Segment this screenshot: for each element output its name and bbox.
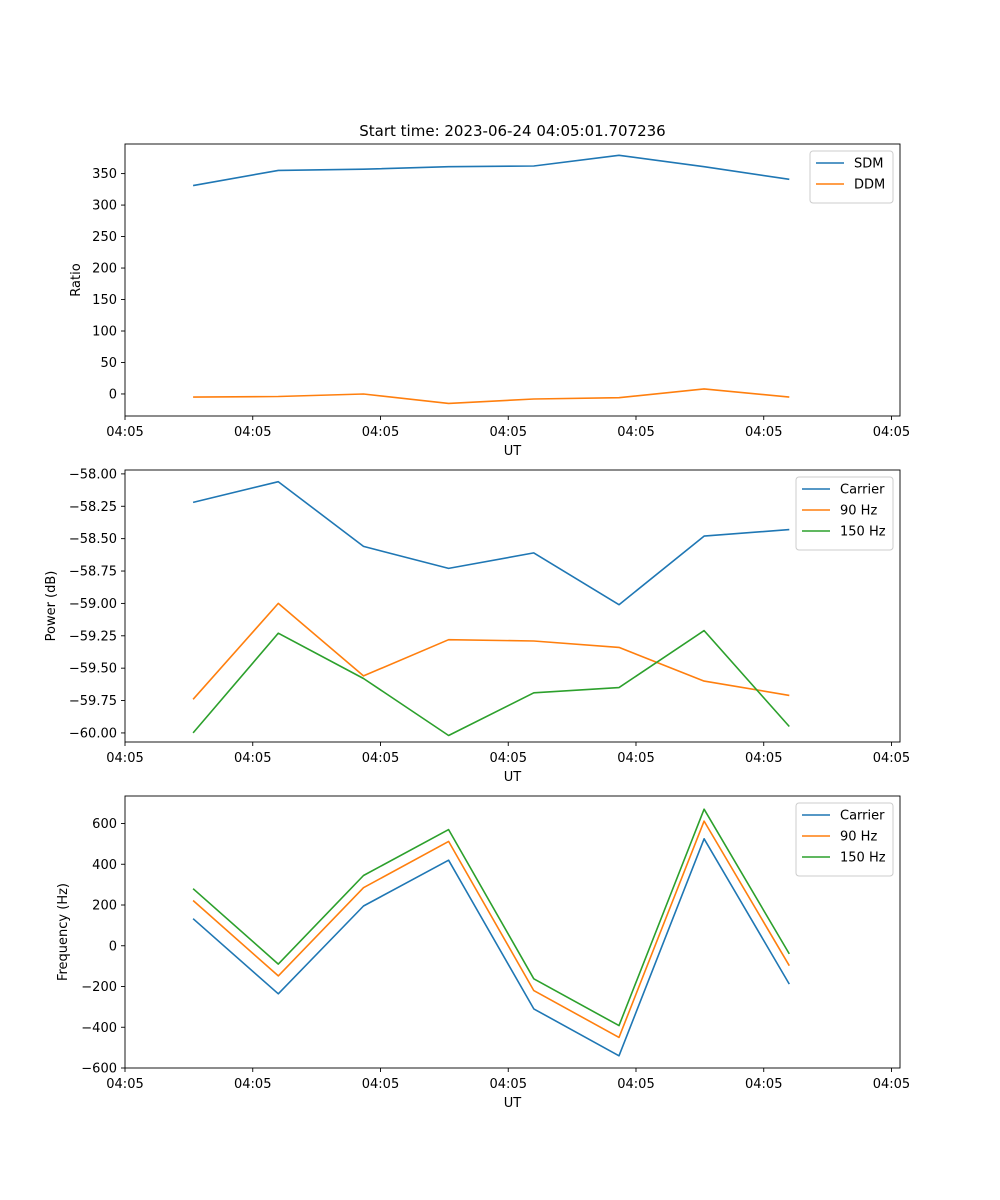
legend: Carrier 90 Hz 150 Hz <box>795 802 894 877</box>
x-tick-label: 04:05 <box>106 425 143 440</box>
x-tick-label: 04:05 <box>617 425 654 440</box>
y-tick-label: 200 <box>92 262 117 277</box>
legend-entry: 150 Hz <box>840 851 886 866</box>
y-tick-label: −58.25 <box>69 500 117 515</box>
x-tick-label: 04:05 <box>234 751 271 766</box>
legend-entry: SDM <box>854 157 883 172</box>
x-tick-label: 04:05 <box>745 425 782 440</box>
y-axis-label: Frequency (Hz) <box>56 883 71 981</box>
x-tick-label: 04:05 <box>873 751 910 766</box>
y-tick-label: 300 <box>92 199 117 214</box>
y-tick-label: 600 <box>92 817 117 832</box>
y-tick-label: 250 <box>92 230 117 245</box>
y-tick-label: 150 <box>92 293 117 308</box>
y-tick-label: −59.50 <box>69 662 117 677</box>
legend-entry: DDM <box>854 178 885 193</box>
x-tick-label: 04:05 <box>490 425 527 440</box>
y-tick-label: 100 <box>92 325 117 340</box>
y-tick-label: −200 <box>81 980 117 995</box>
y-tick-label: 200 <box>92 899 117 914</box>
x-tick-label: 04:05 <box>234 1077 271 1092</box>
y-tick-label: −58.00 <box>69 467 117 482</box>
y-tick-label: −400 <box>81 1021 117 1036</box>
chart-panel-1: 04:05 04:05 04:05 04:05 04:05 04:05 04:05 UT 0 50… <box>69 143 910 459</box>
y-tick-label: 400 <box>92 858 117 873</box>
x-tick-label: 04:05 <box>234 425 271 440</box>
legend-entry: 150 Hz <box>840 525 886 540</box>
series-line-90-hz <box>192 602 790 700</box>
y-tick-label: −60.00 <box>69 726 117 741</box>
y-tick-label: −58.50 <box>69 532 117 547</box>
x-tick-label: 04:05 <box>362 425 399 440</box>
y-tick-label: −59.00 <box>69 597 117 612</box>
figure-title: Start time: 2023-06-24 04:05:01.707236 <box>359 122 665 140</box>
x-tick-label: 04:05 <box>617 751 654 766</box>
x-tick-label: 04:05 <box>490 1077 527 1092</box>
y-tick-label: −59.25 <box>69 629 117 644</box>
series-line-150-hz <box>192 629 790 737</box>
x-axis-label: UT <box>504 1096 522 1111</box>
plot-frame <box>124 469 901 743</box>
x-tick-label: 04:05 <box>106 751 143 766</box>
y-tick-label: 0 <box>109 387 117 402</box>
y-tick-label: −600 <box>81 1062 117 1077</box>
legend-entry: Carrier <box>840 809 885 824</box>
plot-frame <box>124 795 901 1069</box>
y-axis-label: Ratio <box>69 263 84 296</box>
y-tick-label: 350 <box>92 167 117 182</box>
y-tick-label: −59.75 <box>69 694 117 709</box>
y-axis-label: Power (dB) <box>44 571 59 642</box>
plot-frame <box>124 143 901 417</box>
series-line-150-hz <box>192 808 790 1027</box>
chart-panel-3: 04:05 04:05 04:05 04:05 04:05 04:05 04:05 UT −60… <box>56 795 910 1111</box>
legend: SDM DDM <box>809 150 894 204</box>
x-tick-label: 04:05 <box>106 1077 143 1092</box>
legend-entry: 90 Hz <box>840 504 877 519</box>
x-tick-label: 04:05 <box>873 425 910 440</box>
series-line-carrier <box>192 837 790 1057</box>
x-tick-label: 04:05 <box>490 751 527 766</box>
series-line-carrier <box>192 480 790 606</box>
x-axis-label: UT <box>504 444 522 459</box>
legend-entry: 90 Hz <box>840 830 877 845</box>
series-line-90-hz <box>192 820 790 1039</box>
x-axis-label: UT <box>504 770 522 785</box>
x-tick-label: 04:05 <box>362 751 399 766</box>
x-tick-label: 04:05 <box>745 751 782 766</box>
x-tick-label: 04:05 <box>617 1077 654 1092</box>
y-tick-label: 0 <box>109 939 117 954</box>
series-line-sdm <box>192 154 790 187</box>
legend-entry: Carrier <box>840 483 885 498</box>
x-tick-label: 04:05 <box>745 1077 782 1092</box>
y-tick-label: 50 <box>100 356 117 371</box>
legend-box <box>809 150 894 204</box>
x-tick-label: 04:05 <box>362 1077 399 1092</box>
y-tick-label: −58.75 <box>69 565 117 580</box>
chart-panel-2: 04:05 04:05 04:05 04:05 04:05 04:05 04:05 UT −60… <box>44 467 910 785</box>
x-tick-label: 04:05 <box>873 1077 910 1092</box>
series-line-ddm <box>193 388 790 405</box>
legend: Carrier 90 Hz 150 Hz <box>795 476 894 551</box>
